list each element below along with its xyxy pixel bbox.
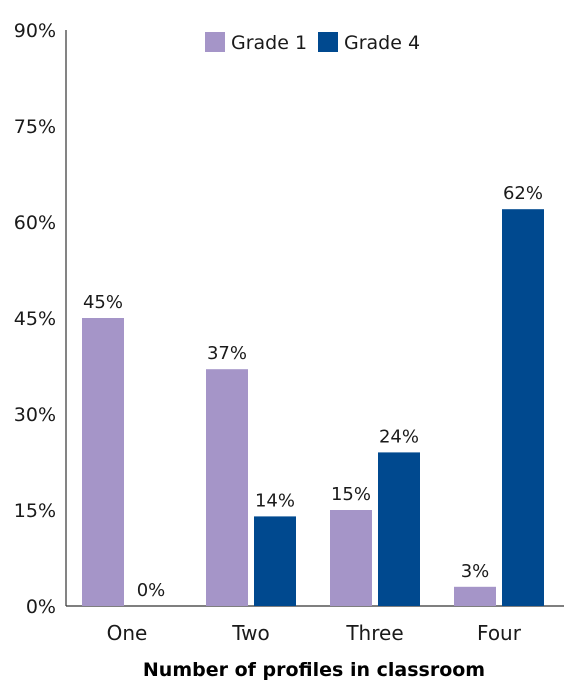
y-tick-label: 0%: [26, 596, 56, 618]
bar-value-label: 15%: [331, 484, 371, 505]
y-axis-ticks: 0% 15% 30% 45% 60% 75% 90%: [14, 20, 56, 618]
bar-grade-1-one: [82, 318, 124, 606]
bar-grade-4-four: [502, 209, 544, 606]
y-tick-label: 15%: [14, 500, 56, 522]
y-tick-label: 45%: [14, 308, 56, 330]
bar-value-label: 24%: [379, 426, 419, 447]
legend-swatch: [318, 32, 338, 52]
category-label: One: [107, 621, 148, 645]
y-tick-label: 60%: [14, 212, 56, 234]
bar-value-label: 37%: [207, 343, 247, 364]
category-label: Two: [231, 621, 270, 645]
y-tick-label: 90%: [14, 20, 56, 42]
bar-grade-1-four: [454, 586, 496, 606]
legend-label: Grade 4: [344, 32, 420, 54]
y-tick-label: 75%: [14, 116, 56, 138]
bars: [82, 209, 544, 606]
data-labels: 45% 0% 37% 14% 15% 24% 3% 62%: [83, 183, 543, 601]
category-label: Four: [477, 621, 522, 645]
category-label: Three: [345, 621, 403, 645]
bar-grade-4-two: [254, 516, 296, 606]
bar-value-label: 62%: [503, 183, 543, 204]
bar-grade-1-two: [206, 369, 248, 606]
bar-value-label: 45%: [83, 292, 123, 313]
x-axis-title: Number of profiles in classroom: [143, 659, 485, 681]
legend-label: Grade 1: [231, 32, 307, 54]
y-tick-label: 30%: [14, 404, 56, 426]
bar-value-label: 0%: [137, 580, 166, 601]
legend: Grade 1 Grade 4: [205, 32, 420, 54]
legend-swatch: [205, 32, 225, 52]
bar-grade-4-three: [378, 452, 420, 606]
bar-value-label: 3%: [461, 561, 490, 582]
bar-grade-1-three: [330, 510, 372, 606]
bar-value-label: 14%: [255, 490, 295, 511]
x-axis-categories: One Two Three Four: [107, 621, 522, 645]
